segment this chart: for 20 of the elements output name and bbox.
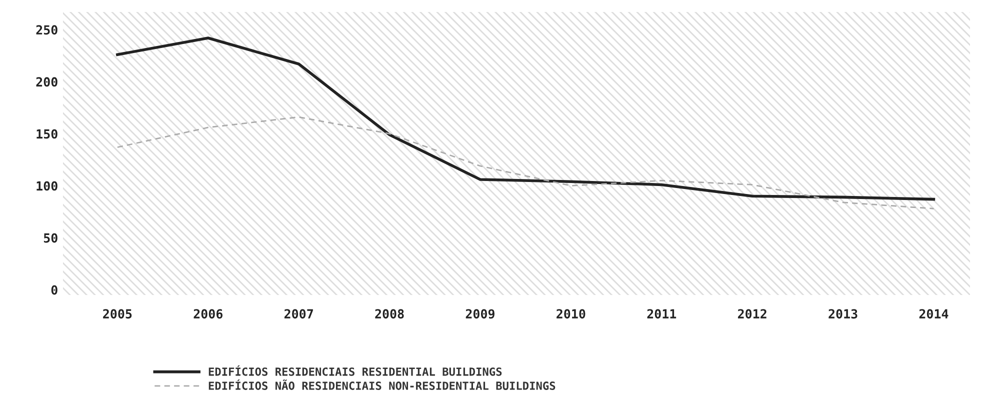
legend-label: EDIFÍCIOS RESIDENCIAIS RESIDENTIAL BUILDINGS: [208, 365, 502, 376]
y-tick-label: 0: [51, 285, 58, 295]
legend-label: EDIFÍCIOS NÃO RESIDENCIAIS NON-RESIDENTIAL BUILDINGS: [208, 380, 556, 390]
x-tick-label: 2013: [828, 309, 858, 319]
x-tick-label: 2014: [919, 309, 948, 319]
y-tick-label: 50: [44, 233, 58, 243]
x-tick-label: 2006: [194, 309, 222, 319]
x-tick-label: 2009: [466, 309, 494, 319]
x-tick-label: 2010: [556, 309, 586, 319]
x-tick-label: 2008: [375, 309, 404, 319]
x-tick-label: 2005: [103, 309, 132, 319]
y-tick-label: 200: [36, 77, 58, 87]
y-tick-label: 250: [36, 25, 58, 35]
x-tick-label: 2011: [647, 309, 676, 319]
y-tick-label: 100: [36, 181, 58, 191]
line-series: [116, 116, 934, 210]
y-tick-label: 150: [36, 129, 58, 139]
line-series: [116, 36, 936, 201]
x-tick-label: 2012: [738, 309, 766, 319]
x-tick-label: 2007: [284, 309, 313, 319]
